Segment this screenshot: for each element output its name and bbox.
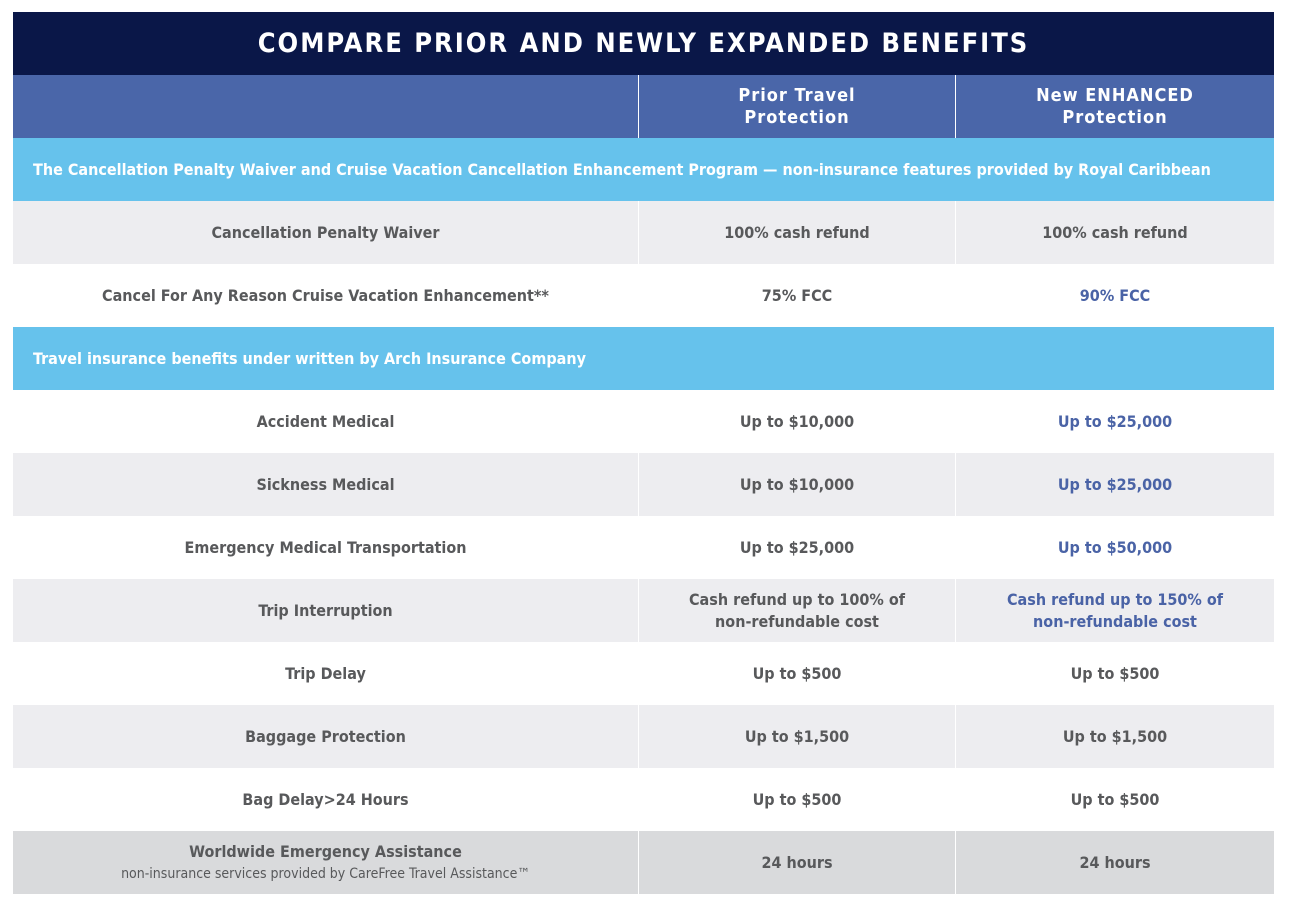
section-label: Travel insurance benefits under written … <box>33 349 586 368</box>
section-header-row: The Cancellation Penalty Waiver and Crui… <box>13 138 1274 201</box>
table-body: The Cancellation Penalty Waiver and Crui… <box>13 138 1274 894</box>
new-value-cell: Up to $50,000 <box>956 516 1274 579</box>
new-value: Cash refund up to 150% of non-refundable… <box>1006 589 1223 631</box>
prior-value-cell: Cash refund up to 100% of non-refundable… <box>639 579 956 642</box>
prior-value: Cash refund up to 100% of non-refundable… <box>688 589 905 631</box>
prior-value-cell: Up to $10,000 <box>639 453 956 516</box>
benefit-label: Trip Delay <box>285 663 366 683</box>
table-row: Trip Delay Up to $500 Up to $500 <box>13 642 1274 705</box>
table-row: Cancel For Any Reason Cruise Vacation En… <box>13 264 1274 327</box>
table-row: Accident Medical Up to $10,000 Up to $25,0… <box>13 390 1274 453</box>
benefit-label: Baggage Protection <box>245 726 406 746</box>
benefit-cell: Cancellation Penalty Waiver <box>13 201 639 264</box>
section-header-row: Travel insurance benefits under written … <box>13 327 1274 390</box>
benefit-cell: Emergency Medical Transportation <box>13 516 639 579</box>
table-row: Worldwide Emergency Assistance non-insura… <box>13 831 1274 894</box>
new-value: Up to $25,000 <box>1057 411 1173 431</box>
table-row: Bag Delay>24 Hours Up to $500 Up to $500 <box>13 768 1274 831</box>
prior-value-cell: 75% FCC <box>639 264 956 327</box>
new-value-cell: 24 hours <box>956 831 1274 894</box>
prior-value: Up to $500 <box>752 789 842 809</box>
benefit-label: Worldwide Emergency Assistance <box>189 841 462 861</box>
table-row: Trip Interruption Cash refund up to 100% … <box>13 579 1274 642</box>
prior-value: 24 hours <box>761 852 833 872</box>
table-row: Cancellation Penalty Waiver 100% cash ref… <box>13 201 1274 264</box>
table-row: Sickness Medical Up to $10,000 Up to $25,0… <box>13 453 1274 516</box>
new-value-cell: Up to $25,000 <box>956 390 1274 453</box>
benefit-cell: Sickness Medical <box>13 453 639 516</box>
prior-value-cell: Up to $500 <box>639 642 956 705</box>
prior-value: Up to $25,000 <box>739 537 855 557</box>
new-value-cell: Up to $1,500 <box>956 705 1274 768</box>
new-value: Up to $50,000 <box>1057 537 1173 557</box>
prior-value-cell: Up to $25,000 <box>639 516 956 579</box>
benefit-cell: Accident Medical <box>13 390 639 453</box>
benefit-label: Cancel For Any Reason Cruise Vacation En… <box>102 285 549 305</box>
header-new: New ENHANCED Protection <box>956 75 1274 138</box>
new-value: Up to $25,000 <box>1057 474 1173 494</box>
new-value: Up to $1,500 <box>1062 726 1168 746</box>
benefit-cell: Worldwide Emergency Assistance non-insura… <box>13 831 639 894</box>
benefit-cell: Cancel For Any Reason Cruise Vacation En… <box>13 264 639 327</box>
benefit-label: Emergency Medical Transportation <box>184 537 467 557</box>
new-value-cell: 100% cash refund <box>956 201 1274 264</box>
new-value: Up to $500 <box>1070 789 1160 809</box>
new-value-cell: Up to $500 <box>956 768 1274 831</box>
new-value-cell: Up to $500 <box>956 642 1274 705</box>
benefit-label: Bag Delay>24 Hours <box>242 789 409 809</box>
new-value: 24 hours <box>1079 852 1151 872</box>
benefit-cell: Baggage Protection <box>13 705 639 768</box>
benefit-label: Sickness Medical <box>256 474 395 494</box>
benefit-cell: Trip Interruption <box>13 579 639 642</box>
header-prior: Prior Travel Protection <box>639 75 956 138</box>
prior-value: Up to $500 <box>752 663 842 683</box>
benefit-label: Cancellation Penalty Waiver <box>211 222 440 242</box>
new-value: 90% FCC <box>1079 285 1151 305</box>
new-value: Up to $500 <box>1070 663 1160 683</box>
prior-value: 75% FCC <box>761 285 833 305</box>
header-row: Prior Travel Protection New ENHANCED Pro… <box>13 75 1274 138</box>
benefit-cell: Bag Delay>24 Hours <box>13 768 639 831</box>
prior-value-cell: Up to $10,000 <box>639 390 956 453</box>
table-title: COMPARE PRIOR AND NEWLY EXPANDED BENEFIT… <box>13 12 1274 75</box>
table-row: Emergency Medical Transportation Up to $2… <box>13 516 1274 579</box>
prior-value: 100% cash refund <box>724 222 870 242</box>
prior-value-cell: Up to $500 <box>639 768 956 831</box>
prior-value: Up to $10,000 <box>739 474 855 494</box>
new-value: 100% cash refund <box>1042 222 1188 242</box>
prior-value-cell: 24 hours <box>639 831 956 894</box>
new-value-cell: Up to $25,000 <box>956 453 1274 516</box>
new-value-cell: Cash refund up to 150% of non-refundable… <box>956 579 1274 642</box>
benefits-comparison-table: COMPARE PRIOR AND NEWLY EXPANDED BENEFIT… <box>13 12 1274 894</box>
table-row: Baggage Protection Up to $1,500 Up to $1,5… <box>13 705 1274 768</box>
new-value-cell: 90% FCC <box>956 264 1274 327</box>
prior-value-cell: 100% cash refund <box>639 201 956 264</box>
prior-value: Up to $10,000 <box>739 411 855 431</box>
benefit-label: Trip Interruption <box>258 600 393 620</box>
benefit-label: Accident Medical <box>256 411 395 431</box>
benefit-sublabel: non-insurance services provided by CareF… <box>121 865 530 882</box>
section-label: The Cancellation Penalty Waiver and Crui… <box>33 160 1211 179</box>
header-new-label: New ENHANCED Protection <box>1036 84 1194 128</box>
prior-value-cell: Up to $1,500 <box>639 705 956 768</box>
prior-value: Up to $1,500 <box>744 726 850 746</box>
benefit-cell: Trip Delay <box>13 642 639 705</box>
header-prior-label: Prior Travel Protection <box>738 84 856 128</box>
header-benefit <box>13 75 639 138</box>
